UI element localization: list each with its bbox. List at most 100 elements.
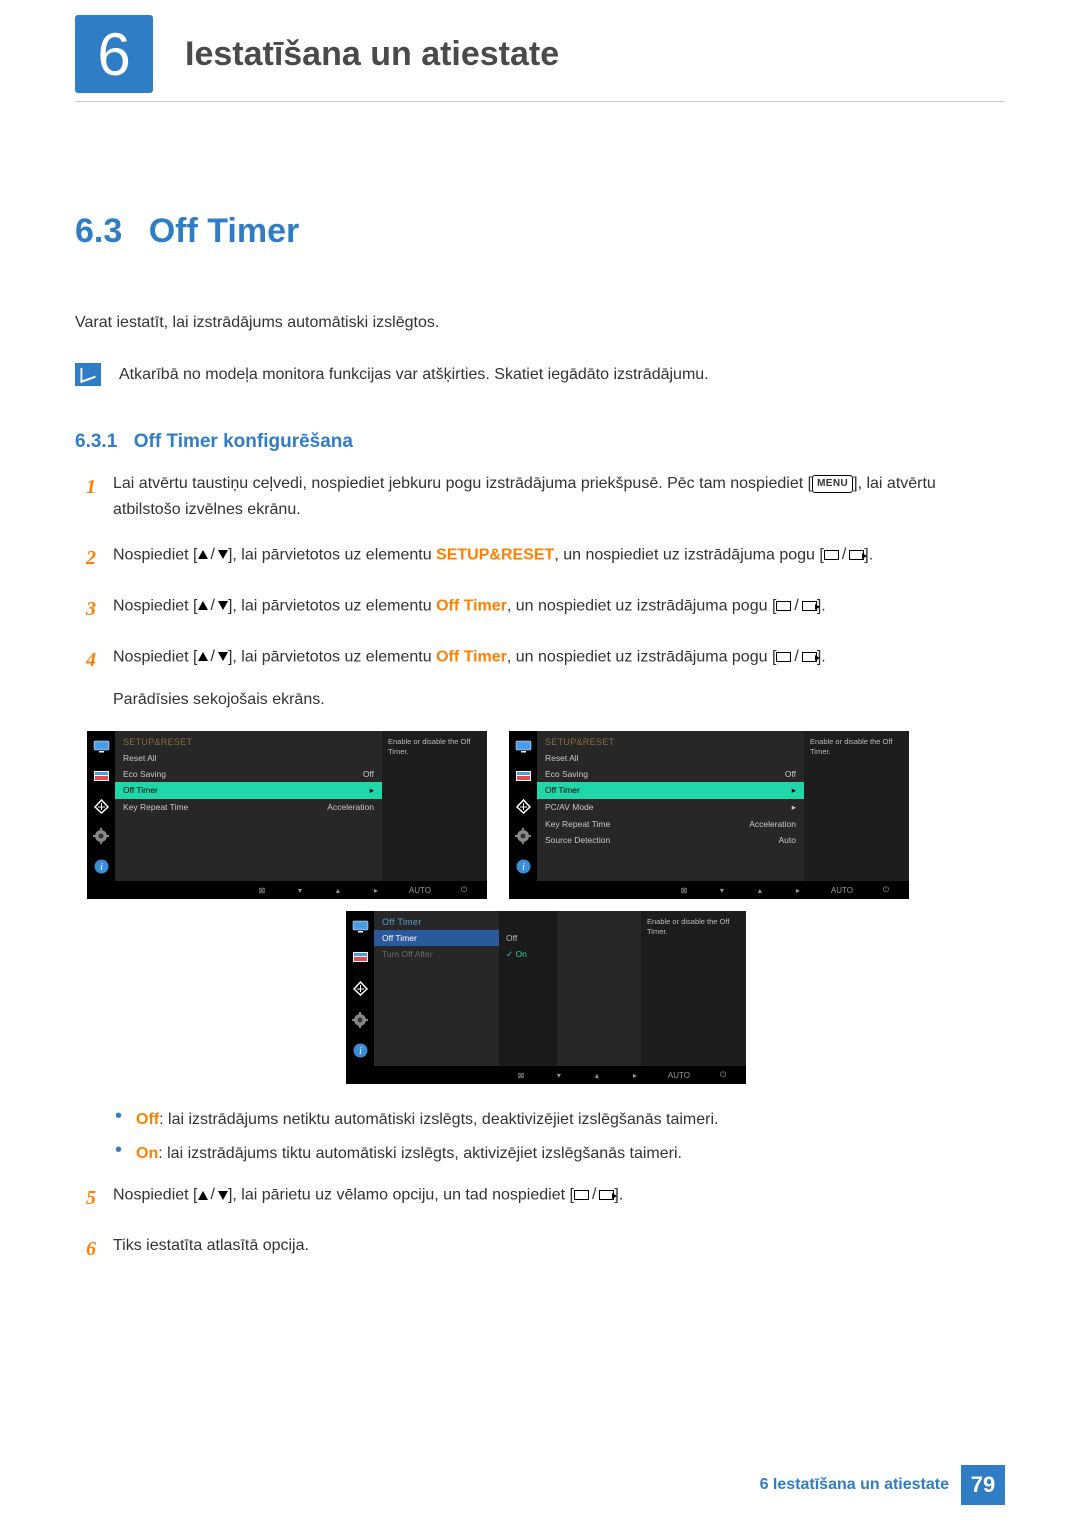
osd-nav: i bbox=[346, 911, 374, 1066]
osd-nav-info-icon: i bbox=[87, 851, 115, 881]
svg-text:i: i bbox=[100, 862, 103, 873]
steps-list: 1 Lai atvērtu taustiņu ceļvedi, nospiedi… bbox=[75, 471, 1005, 713]
arrow-up-down-icon: / bbox=[198, 1182, 228, 1208]
source-enter-icon: / bbox=[776, 593, 816, 619]
section-heading: 6.3 Off Timer bbox=[75, 212, 1005, 251]
section-title: Off Timer bbox=[149, 212, 300, 251]
arrow-up-down-icon: / bbox=[198, 644, 228, 670]
osd-menu-item: Key Repeat TimeAcceleration bbox=[537, 816, 804, 832]
intro-text: Varat iestatīt, lai izstrādājums automāt… bbox=[75, 311, 1005, 335]
osd-bottom-bar: ⊠ ▾ ▴ ▸ AUTO ⏻ bbox=[509, 881, 909, 899]
osd-menu-item: Eco SavingOff bbox=[115, 766, 382, 782]
section-number: 6.3 bbox=[75, 212, 122, 251]
osd-right-icon: ▸ bbox=[793, 885, 803, 895]
source-enter-icon: / bbox=[776, 644, 816, 670]
source-enter-icon: / bbox=[824, 542, 864, 568]
note-icon bbox=[75, 363, 101, 386]
osd-bottom-bar: ⊠ ▾ ▴ ▸ AUTO ⏻ bbox=[346, 1066, 746, 1084]
osd-nav-display-icon bbox=[346, 911, 374, 942]
osd-menu-item: Source DetectionAuto bbox=[537, 832, 804, 848]
osd-close-icon: ⊠ bbox=[679, 885, 689, 895]
osd-nav-display-icon bbox=[87, 731, 115, 761]
osd-panel-c: i Off Timer Off TimerTurn Off After Off … bbox=[346, 911, 746, 1084]
arrow-up-down-icon: / bbox=[198, 593, 228, 619]
step-3: 3 Nospiediet [/], lai pārvietotos uz ele… bbox=[75, 593, 1005, 626]
osd-option-on: On bbox=[499, 946, 557, 963]
osd-right-icon: ▸ bbox=[371, 885, 381, 895]
step-4: 4 Nospiediet [/], lai pārvietotos uz ele… bbox=[75, 644, 1005, 713]
step-1: 1 Lai atvērtu taustiņu ceļvedi, nospiedi… bbox=[75, 471, 1005, 524]
osd-menu: SETUP&RESET Reset AllEco SavingOffOff Ti… bbox=[537, 731, 804, 881]
osd-option-off: Off bbox=[499, 930, 557, 946]
menu-button-label: MENU bbox=[812, 475, 853, 494]
osd-menu-col1: Off Timer Off TimerTurn Off After bbox=[374, 911, 499, 1066]
osd-nav-info-icon: i bbox=[346, 1035, 374, 1066]
subsection-heading: 6.3.1 Off Timer konfigurēšana bbox=[75, 431, 1005, 453]
osd-nav-setup-icon bbox=[509, 821, 537, 851]
osd-menu-item: PC/AV Mode▸ bbox=[537, 799, 804, 816]
osd-nav-setup-icon bbox=[87, 821, 115, 851]
chapter-header: 6 Iestatīšana un atiestate bbox=[75, 0, 1005, 102]
osd-menu-item: Turn Off After bbox=[374, 946, 499, 962]
step-5: 5 Nospiediet [/], lai pārietu uz vēlamo … bbox=[75, 1182, 1005, 1215]
bullet-on: • On: lai izstrādājums tiktu automātiski… bbox=[115, 1142, 1005, 1166]
osd-help-panel: Enable or disable the Off Timer. bbox=[804, 731, 909, 881]
osd-nav-picture-icon bbox=[346, 942, 374, 973]
osd-nav-size-icon bbox=[346, 973, 374, 1004]
note-block: Atkarībā no modeļa monitora funkcijas va… bbox=[75, 363, 1005, 387]
osd-menu-item: Off Timer bbox=[374, 930, 499, 946]
osd-bottom-bar: ⊠ ▾ ▴ ▸ AUTO ⏻ bbox=[87, 881, 487, 899]
osd-up-icon: ▴ bbox=[333, 885, 343, 895]
osd-power-icon: ⏻ bbox=[459, 885, 469, 895]
osd-nav-setup-icon bbox=[346, 1004, 374, 1035]
osd-close-icon: ⊠ bbox=[257, 885, 267, 895]
osd-menu-item: Reset All bbox=[115, 750, 382, 766]
osd-nav-size-icon bbox=[87, 791, 115, 821]
chapter-title: Iestatīšana un atiestate bbox=[185, 35, 559, 74]
subsection-number: 6.3.1 bbox=[75, 431, 117, 453]
osd-menu: Off Timer Off TimerTurn Off After Off On bbox=[374, 911, 641, 1066]
step-6: 6 Tiks iestatīta atlasītā opcija. bbox=[75, 1233, 1005, 1266]
osd-down-icon: ▾ bbox=[554, 1070, 564, 1080]
osd-menu-item: Reset All bbox=[537, 750, 804, 766]
note-text: Atkarībā no modeļa monitora funkcijas va… bbox=[119, 363, 709, 387]
source-enter-icon: / bbox=[574, 1182, 614, 1208]
subsection-title: Off Timer konfigurēšana bbox=[134, 431, 353, 453]
osd-up-icon: ▴ bbox=[755, 885, 765, 895]
step-2: 2 Nospiediet [/], lai pārvietotos uz ele… bbox=[75, 542, 1005, 575]
osd-auto-label: AUTO bbox=[409, 886, 431, 895]
osd-panel-b: i SETUP&RESET Reset AllEco SavingOffOff … bbox=[509, 731, 909, 899]
osd-nav: i bbox=[87, 731, 115, 881]
osd-nav: i bbox=[509, 731, 537, 881]
osd-panel-a: i SETUP&RESET Reset AllEco SavingOffOff … bbox=[87, 731, 487, 899]
osd-menu-item: Key Repeat TimeAcceleration bbox=[115, 799, 382, 815]
arrow-up-down-icon: / bbox=[198, 542, 228, 568]
osd-screenshots-row: i SETUP&RESET Reset AllEco SavingOffOff … bbox=[87, 731, 1005, 899]
osd-menu: SETUP&RESET Reset AllEco SavingOffOff Ti… bbox=[115, 731, 382, 881]
bullet-off: • Off: lai izstrādājums netiktu automāti… bbox=[115, 1108, 1005, 1132]
osd-down-icon: ▾ bbox=[295, 885, 305, 895]
osd-nav-display-icon bbox=[509, 731, 537, 761]
osd-menu-item: Eco SavingOff bbox=[537, 766, 804, 782]
osd-auto-label: AUTO bbox=[668, 1071, 690, 1080]
osd-menu-title: SETUP&RESET bbox=[537, 731, 804, 750]
osd-nav-info-icon: i bbox=[509, 851, 537, 881]
osd-menu-title: SETUP&RESET bbox=[115, 731, 382, 750]
osd-auto-label: AUTO bbox=[831, 886, 853, 895]
osd-power-icon: ⏻ bbox=[718, 1070, 728, 1080]
osd-up-icon: ▴ bbox=[592, 1070, 602, 1080]
osd-nav-size-icon bbox=[509, 791, 537, 821]
osd-menu-item: Off Timer▸ bbox=[115, 782, 382, 799]
footer-chapter-label: 6 Iestatīšana un atiestate bbox=[760, 1476, 949, 1494]
osd-screenshots-row-2: i Off Timer Off TimerTurn Off After Off … bbox=[87, 911, 1005, 1084]
osd-menu-title: Off Timer bbox=[374, 911, 499, 930]
osd-down-icon: ▾ bbox=[717, 885, 727, 895]
osd-menu-item: Off Timer▸ bbox=[537, 782, 804, 799]
osd-power-icon: ⏻ bbox=[881, 885, 891, 895]
osd-nav-picture-icon bbox=[87, 761, 115, 791]
option-bullets: • Off: lai izstrādājums netiktu automāti… bbox=[115, 1108, 1005, 1166]
steps-list-2: 5 Nospiediet [/], lai pārietu uz vēlamo … bbox=[75, 1182, 1005, 1266]
footer-page-number: 79 bbox=[961, 1465, 1005, 1505]
osd-menu-col2: Off On bbox=[499, 911, 557, 1066]
page-footer: 6 Iestatīšana un atiestate 79 bbox=[760, 1465, 1005, 1505]
